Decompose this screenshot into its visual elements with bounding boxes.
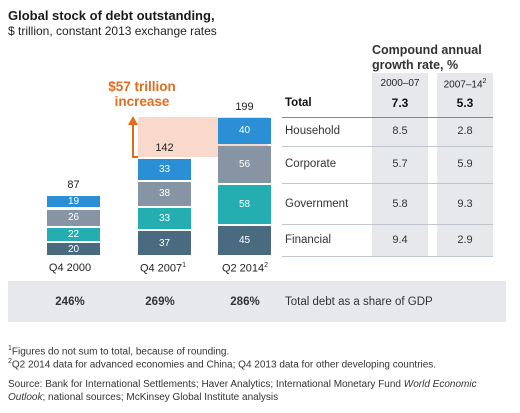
table-cell-total-c2: 5.3 xyxy=(456,96,474,110)
table-row-label-corporate: Corporate xyxy=(285,158,337,170)
increase-arrow-base xyxy=(132,156,138,158)
table-cell-government-c2: 9.3 xyxy=(457,198,473,210)
cagr-title-line2: growth rate, % xyxy=(372,58,459,72)
cagr-col2-header: 2007–142 xyxy=(443,78,487,91)
gdp-share-q4-2000: 246% xyxy=(55,296,85,308)
cagr-column-2-bg xyxy=(437,73,493,256)
table-cell-household-c2: 2.8 xyxy=(457,125,473,137)
increase-label-line1: $57 trillion xyxy=(108,79,176,94)
stacked-bar-chart: 20 22 26 19 87 37 33 38 33 142 45 58 56 40 199 xyxy=(47,101,271,255)
increase-label-line2: increase xyxy=(114,94,170,109)
footnote-1: 1Figures do not sum to total, because of… xyxy=(8,345,230,358)
table-cell-financial-c1: 9.4 xyxy=(392,234,408,246)
bar-segment-corporate-1: 38 xyxy=(138,181,191,207)
x-label-q4-2007: Q4 20071 xyxy=(139,262,187,275)
gdp-share-q4-2007: 269% xyxy=(145,296,175,308)
gdp-share-label: Total debt as a share of GDP xyxy=(285,296,433,308)
table-cell-corporate-c2: 5.9 xyxy=(457,158,473,170)
bar-segment-financial-2: 45 xyxy=(218,225,271,255)
x-label-q4-2000: Q4 2000 xyxy=(48,262,92,274)
table-row-divider xyxy=(282,117,493,118)
bar-segment-government-1: 33 xyxy=(138,208,191,230)
bar-total-0: 87 xyxy=(67,179,80,192)
footnote-2: 2Q2 2014 data for advanced economies and… xyxy=(8,358,437,371)
increase-arrow-head xyxy=(128,116,138,125)
table-row-label-government: Government xyxy=(285,198,349,210)
increase-arrow-shaft xyxy=(132,124,134,157)
bar-total-2: 199 xyxy=(235,101,254,113)
table-row-divider xyxy=(282,256,493,257)
table-row-divider xyxy=(282,224,493,225)
bar-segment-corporate-0: 26 xyxy=(47,209,100,226)
table-cell-government-c1: 5.8 xyxy=(392,198,408,210)
table-cell-total-c1: 7.3 xyxy=(391,96,409,110)
chart-title: Global stock of debt outstanding, xyxy=(8,8,215,23)
bar-segment-government-0: 22 xyxy=(47,227,100,242)
bar-segment-financial-1: 37 xyxy=(138,231,191,255)
table-row-divider xyxy=(282,183,493,184)
bar-total-1: 142 xyxy=(155,141,174,154)
bar-segment-household-2: 40 xyxy=(218,118,271,144)
table-cell-corporate-c1: 5.7 xyxy=(392,158,408,170)
table-cell-household-c1: 8.5 xyxy=(392,125,408,137)
cagr-column-1-bg xyxy=(372,73,428,256)
source-note: Source: Bank for International Settlemen… xyxy=(8,379,477,403)
bar-segment-corporate-2: 56 xyxy=(218,145,271,184)
bar-segment-government-2: 58 xyxy=(218,185,271,224)
bar-segment-financial-0: 20 xyxy=(47,243,100,255)
bar-segment-household-0: 19 xyxy=(47,196,100,208)
gdp-share-band xyxy=(8,281,506,322)
gdp-share-q2-2014: 286% xyxy=(230,296,260,308)
x-label-q2-2014: Q2 20142 xyxy=(221,262,269,275)
cagr-title-line1: Compound annual xyxy=(372,43,482,57)
increase-label: $57 trillion increase xyxy=(92,79,192,109)
table-row-label-household: Household xyxy=(285,125,340,137)
table-row-label-total: Total xyxy=(285,97,312,109)
table-row-divider xyxy=(282,146,493,147)
table-row-label-financial: Financial xyxy=(285,234,332,246)
cagr-col1-header: 2000–07 xyxy=(380,78,420,89)
table-cell-financial-c2: 2.9 xyxy=(457,234,473,246)
bar-segment-household-1: 33 xyxy=(138,158,191,180)
chart-subtitle: $ trillion, constant 2013 exchange rates xyxy=(8,24,217,38)
cagr-title: Compound annual growth rate, % xyxy=(372,43,482,73)
